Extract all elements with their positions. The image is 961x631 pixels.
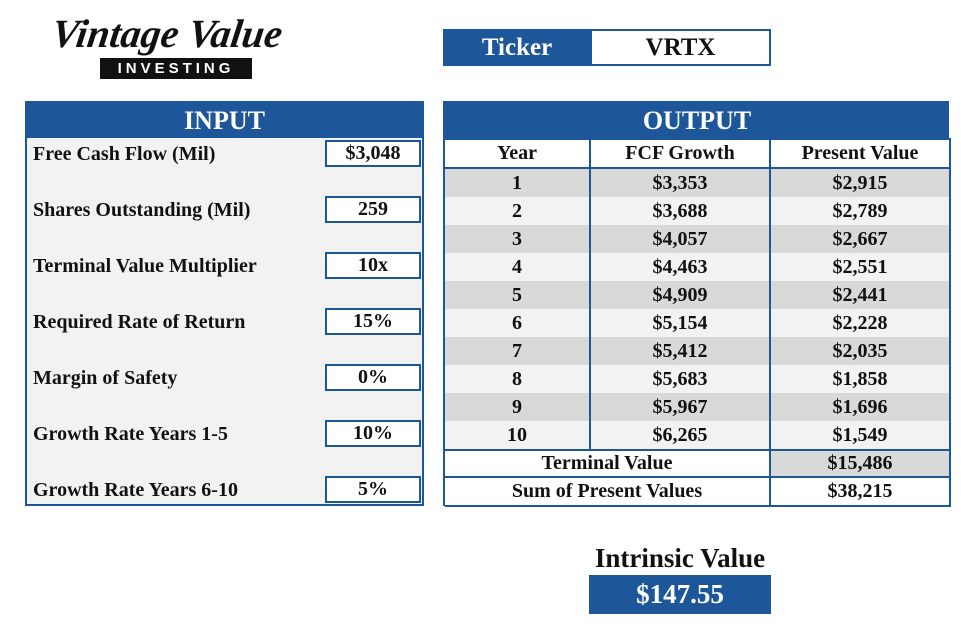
input-value[interactable]: 259	[325, 196, 421, 223]
fcf-cell: $4,909	[591, 281, 771, 309]
terminal-label: Terminal Value	[445, 449, 771, 478]
year-cell: 4	[445, 253, 591, 281]
column-header: FCF Growth	[591, 138, 771, 169]
sum-value: $38,215	[771, 478, 951, 507]
fcf-cell: $4,057	[591, 225, 771, 253]
pv-cell: $1,696	[771, 393, 951, 421]
pv-cell: $2,441	[771, 281, 951, 309]
pv-cell: $1,549	[771, 421, 951, 449]
year-cell: 3	[445, 225, 591, 253]
input-label: Required Rate of Return	[33, 310, 246, 333]
fcf-cell: $4,463	[591, 253, 771, 281]
input-label: Free Cash Flow (Mil)	[33, 142, 216, 165]
year-cell: 7	[445, 337, 591, 365]
input-title: INPUT	[27, 103, 422, 138]
ticker-label: Ticker	[443, 29, 591, 66]
pv-cell: $2,228	[771, 309, 951, 337]
input-panel: INPUT Free Cash Flow (Mil) $3,048 Shares O…	[25, 101, 424, 506]
pv-cell: $2,667	[771, 225, 951, 253]
ticker-value[interactable]: VRTX	[590, 29, 771, 66]
input-value[interactable]: 10%	[325, 420, 421, 447]
fcf-cell: $3,688	[591, 197, 771, 225]
input-label: Growth Rate Years 1-5	[33, 422, 228, 445]
input-value[interactable]: $3,048	[325, 140, 421, 167]
fcf-cell: $5,154	[591, 309, 771, 337]
terminal-value: $15,486	[771, 449, 951, 478]
year-cell: 10	[445, 421, 591, 449]
year-cell: 9	[445, 393, 591, 421]
year-cell: 5	[445, 281, 591, 309]
fcf-cell: $5,683	[591, 365, 771, 393]
intrinsic-value: $147.55	[589, 575, 771, 614]
intrinsic-label: Intrinsic Value	[594, 542, 766, 573]
fcf-cell: $5,967	[591, 393, 771, 421]
fcf-cell: $5,412	[591, 337, 771, 365]
input-label: Shares Outstanding (Mil)	[33, 198, 251, 221]
pv-cell: $2,915	[771, 169, 951, 197]
pv-cell: $1,858	[771, 365, 951, 393]
pv-cell: $2,551	[771, 253, 951, 281]
input-value[interactable]: 10x	[325, 252, 421, 279]
logo-title: Vintage Value	[49, 11, 286, 56]
year-cell: 6	[445, 309, 591, 337]
fcf-cell: $6,265	[591, 421, 771, 449]
output-panel: OUTPUT Year FCF Growth Present Value 1 $3,35…	[443, 101, 951, 507]
year-cell: 8	[445, 365, 591, 393]
output-title: OUTPUT	[445, 103, 949, 138]
column-header: Year	[445, 138, 591, 169]
sum-label: Sum of Present Values	[445, 478, 771, 507]
logo-subtitle: INVESTING	[100, 58, 252, 79]
input-label: Growth Rate Years 6-10	[33, 478, 238, 501]
column-header: Present Value	[771, 138, 951, 169]
pv-cell: $2,035	[771, 337, 951, 365]
year-cell: 1	[445, 169, 591, 197]
input-value[interactable]: 0%	[325, 364, 421, 391]
fcf-cell: $3,353	[591, 169, 771, 197]
year-cell: 2	[445, 197, 591, 225]
input-value[interactable]: 15%	[325, 308, 421, 335]
pv-cell: $2,789	[771, 197, 951, 225]
input-value[interactable]: 5%	[325, 476, 421, 503]
input-label: Terminal Value Multiplier	[33, 254, 257, 277]
input-label: Margin of Safety	[33, 366, 178, 389]
